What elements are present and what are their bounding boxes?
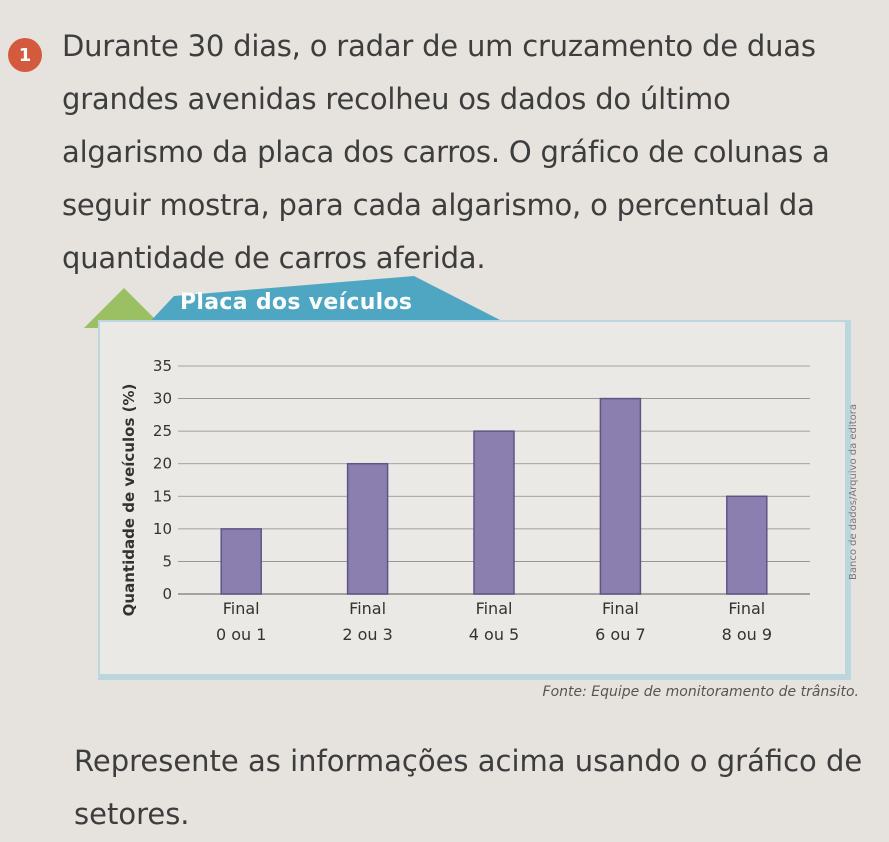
y-tick-label: 0: [162, 585, 172, 603]
bar: [599, 397, 642, 595]
x-tick-label: 4 ou 5: [469, 625, 519, 644]
bar: [220, 528, 262, 595]
x-tick-label: Final: [602, 599, 639, 618]
x-tick-label: 6 ou 7: [595, 625, 645, 644]
y-tick-label: 20: [153, 455, 172, 473]
y-tick-label: 15: [153, 487, 172, 505]
x-tick-label: 0 ou 1: [216, 625, 266, 644]
x-tick-label: Final: [223, 599, 260, 618]
x-tick-label: Final: [349, 599, 386, 618]
title-band-accent: [84, 288, 164, 328]
bar-chart: 0 5 10 15 20 25 30 35 Quantidade de veículos (%)…: [120, 357, 810, 644]
x-tick-label: 2 ou 3: [342, 625, 392, 644]
chart-source: Fonte: Equipe de monitoramento de trânsi…: [542, 684, 859, 700]
image-credit: Banco de dados/Arquivo da editora: [848, 404, 859, 580]
bar: [726, 495, 768, 595]
bar: [473, 430, 515, 595]
x-tick-label: 8 ou 9: [722, 625, 772, 644]
task-text: Represente as informações acima usando o…: [74, 744, 863, 831]
y-tick-label: 30: [153, 390, 172, 408]
chart-frame: 0 5 10 15 20 25 30 35 Quantidade de veículos (%)…: [98, 320, 851, 680]
x-tick-label: Final: [476, 599, 513, 618]
y-tick-label: 25: [153, 422, 172, 440]
question-number-badge: 1: [8, 38, 42, 72]
chart-title: Placa dos veículos: [180, 290, 413, 315]
x-tick-label: Final: [728, 599, 765, 618]
question-text: Durante 30 dias, o radar de um cruzament…: [62, 29, 830, 275]
y-tick-label: 5: [162, 552, 172, 570]
y-tick-label: 10: [153, 520, 172, 538]
bar: [346, 462, 389, 595]
y-axis-label: Quantidade de veículos (%): [120, 384, 138, 617]
title-band-main: [144, 276, 504, 328]
title-band: [84, 276, 504, 328]
y-tick-label: 35: [153, 357, 172, 375]
